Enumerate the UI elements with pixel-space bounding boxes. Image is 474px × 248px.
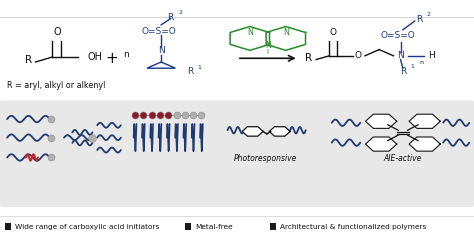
Text: n: n [420,60,424,64]
Text: N: N [247,28,253,37]
Text: R: R [416,15,423,24]
Text: 1: 1 [198,65,201,70]
Polygon shape [365,137,397,151]
Text: R: R [304,53,312,63]
Polygon shape [409,137,440,151]
Text: O=S=O: O=S=O [381,31,416,40]
Polygon shape [269,127,290,136]
Text: O=S=O: O=S=O [141,27,176,35]
Text: OH: OH [88,52,103,62]
Bar [270,223,276,230]
Polygon shape [365,114,397,128]
Text: +: + [105,51,118,66]
Bar [5,223,11,230]
Text: AIE-active: AIE-active [384,154,422,163]
Text: Architectural & functionalized polymers: Architectural & functionalized polymers [280,224,427,230]
Text: N: N [265,41,271,50]
Text: O: O [355,51,361,60]
Text: O: O [53,27,61,37]
Polygon shape [242,127,263,136]
Text: I: I [267,49,269,55]
Text: Metal-free: Metal-free [195,224,232,230]
FancyBboxPatch shape [0,100,474,207]
Text: R: R [25,55,32,64]
Text: N: N [283,28,289,37]
Text: N: N [158,46,164,55]
Text: 2: 2 [178,10,182,15]
Text: N: N [397,51,404,60]
Text: Photoresponsive: Photoresponsive [234,154,297,163]
Text: 2: 2 [427,12,431,17]
Bar [185,223,191,230]
Text: H: H [428,51,435,60]
Text: O: O [330,28,337,37]
Text: 1: 1 [410,64,414,69]
Polygon shape [409,114,440,128]
Text: R = aryl, alkyl or alkenyl: R = aryl, alkyl or alkenyl [7,81,106,90]
Text: Wide range of carboxylic acid initiators: Wide range of carboxylic acid initiators [15,224,159,230]
Text: R: R [167,13,174,22]
Text: R: R [187,67,193,76]
Text: R: R [400,67,406,76]
Text: n: n [123,50,128,59]
